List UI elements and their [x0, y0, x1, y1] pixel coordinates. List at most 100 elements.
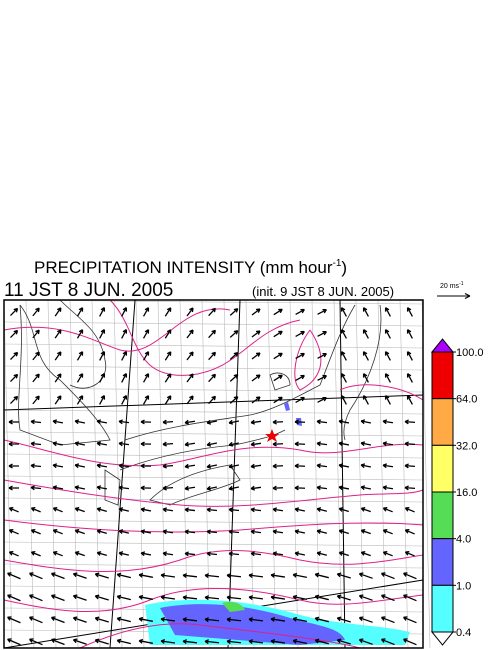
- wind-arrow: [380, 616, 395, 624]
- grid-line: [3, 343, 424, 349]
- title-text: PRECIPITATION INTENSITY (mm hour: [34, 258, 333, 277]
- colorbar-label: 64.0: [456, 394, 477, 406]
- grid-line: [3, 497, 424, 503]
- wind-arrow: [382, 441, 394, 447]
- wind-arrow: [228, 485, 240, 491]
- vector-scale-head: [464, 293, 471, 299]
- wind-arrow: [138, 572, 153, 578]
- wind-arrow: [273, 308, 283, 316]
- wind-arrow: [360, 551, 371, 557]
- title-end: ): [341, 258, 347, 277]
- wind-arrow: [380, 594, 395, 602]
- wind-arrow: [72, 572, 87, 579]
- wind-arrow: [30, 463, 42, 469]
- wind-arrow: [316, 507, 328, 512]
- colorbar-box: [431, 538, 454, 586]
- wind-arrow: [362, 395, 369, 405]
- wind-arrow: [272, 529, 284, 535]
- wind-arrow: [162, 507, 174, 513]
- wind-arrow: [360, 463, 372, 469]
- wind-arrow: [182, 595, 198, 601]
- wind-arrow: [248, 617, 264, 623]
- wind-arrow: [273, 352, 283, 360]
- wind-arrow: [8, 485, 19, 491]
- wind-arrow: [403, 638, 417, 646]
- wind-arrow: [314, 616, 329, 623]
- wind-arrow: [317, 374, 327, 381]
- wind-arrow: [358, 616, 373, 623]
- wind-arrow: [362, 373, 369, 383]
- wind-arrow: [116, 638, 131, 645]
- grid-line: [201, 299, 211, 649]
- wind-arrow: [314, 594, 329, 601]
- wind-arrow: [10, 329, 19, 338]
- wind-arrow: [380, 638, 395, 646]
- wind-arrow: [182, 573, 198, 579]
- wind-arrow: [29, 616, 43, 624]
- wind-arrow: [138, 616, 153, 622]
- wind-arrow: [76, 395, 84, 405]
- wind-arrow: [295, 352, 305, 359]
- wind-arrow: [208, 351, 217, 361]
- wind-arrow: [94, 638, 109, 645]
- wind-arrow: [250, 507, 262, 513]
- wind-arrow: [316, 463, 328, 469]
- grid-line: [289, 299, 299, 649]
- wind-arrow: [272, 419, 284, 425]
- wind-arrow: [294, 419, 306, 425]
- wind-arrow: [294, 463, 306, 469]
- wind-arrow: [292, 638, 307, 644]
- wind-arrow: [228, 529, 240, 535]
- wind-arrow: [162, 419, 174, 425]
- wind-arrow: [8, 529, 19, 535]
- wind-arrow: [248, 573, 264, 579]
- wind-arrow: [206, 463, 218, 469]
- wind-arrow: [54, 351, 62, 361]
- wind-arrow: [160, 594, 176, 600]
- wind-arrow: [30, 419, 42, 425]
- wind-arrow: [7, 616, 21, 624]
- wind-arrow: [99, 395, 106, 405]
- wind-arrow: [272, 441, 284, 447]
- wind-arrow: [184, 529, 196, 535]
- wind-arrow: [316, 529, 328, 534]
- wind-arrow: [52, 419, 64, 425]
- wind-arrow: [99, 351, 106, 361]
- wind-arrow: [74, 529, 85, 535]
- grid-line: [91, 299, 101, 649]
- wind-arrow: [336, 594, 351, 601]
- wind-arrow: [204, 595, 220, 601]
- wind-arrow: [94, 616, 109, 623]
- wind-arrow: [360, 485, 372, 491]
- wind-arrow: [8, 419, 19, 425]
- colorbar-label: 32.0: [456, 440, 477, 452]
- wind-arrow: [229, 330, 239, 338]
- wind-arrow: [96, 507, 107, 513]
- wind-arrow: [182, 639, 198, 645]
- wind-arrow: [50, 616, 65, 624]
- wind-arrow: [74, 485, 86, 491]
- wind-arrow: [164, 395, 172, 405]
- grid-line: [3, 299, 13, 649]
- grid-line: [3, 563, 424, 569]
- wind-arrow: [54, 329, 62, 339]
- wind-arrow: [338, 441, 350, 447]
- wind-arrow: [32, 395, 40, 405]
- wind-arrow: [250, 529, 262, 535]
- colorbar-box: [431, 491, 454, 540]
- wind-arrow: [30, 441, 42, 447]
- wind-arrow: [162, 529, 174, 535]
- location-star: [265, 429, 279, 442]
- grid-line: [245, 299, 255, 649]
- colorbar-box: [431, 444, 454, 493]
- wind-arrow: [162, 463, 174, 469]
- wind-arrow: [142, 307, 150, 317]
- wind-arrow: [32, 351, 40, 361]
- wind-arrow: [317, 308, 327, 315]
- wind-arrow: [251, 396, 261, 404]
- grid-line: [47, 299, 57, 649]
- wind-arrow: [72, 616, 87, 623]
- wind-arrow: [382, 551, 393, 557]
- grid-line: [3, 431, 424, 437]
- wind-arrow: [250, 551, 262, 557]
